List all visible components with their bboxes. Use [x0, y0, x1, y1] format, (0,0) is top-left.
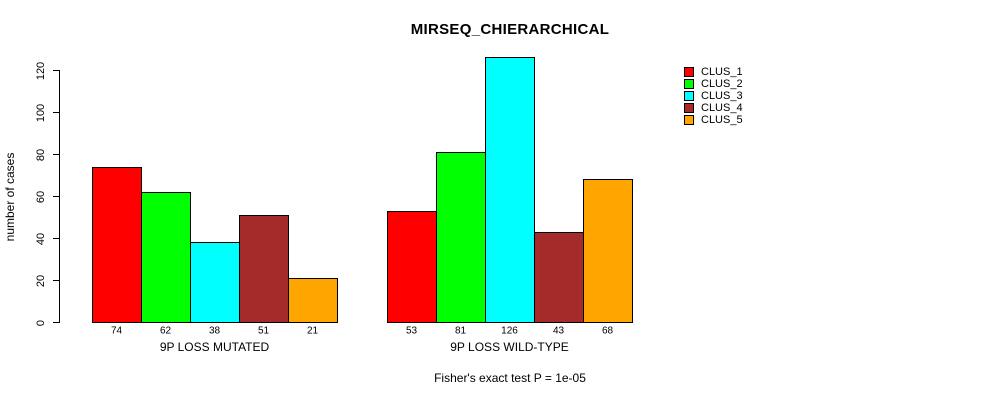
y-tick-label: 80 — [35, 148, 47, 161]
y-tick — [53, 238, 59, 239]
legend-swatch — [684, 115, 694, 125]
bar-clus_1 — [92, 166, 142, 323]
bar-clus_3 — [485, 57, 535, 323]
bar-clus_2 — [436, 151, 486, 323]
bar-clus_4 — [534, 231, 584, 323]
bar-clus_2 — [141, 191, 191, 323]
y-tick-label: 120 — [35, 61, 47, 80]
legend-swatch — [684, 103, 694, 113]
bar-value-label: 68 — [601, 325, 614, 337]
bar-clus_5 — [288, 277, 338, 323]
footnote: Fisher's exact test P = 1e-05 — [434, 371, 586, 385]
legend-swatch — [684, 67, 694, 77]
y-tick-label: 60 — [35, 190, 47, 203]
bar-value-label: 126 — [501, 325, 518, 337]
bar-clus_4 — [239, 214, 289, 323]
bar-clus_3 — [190, 242, 240, 323]
bar-value-label: 21 — [306, 325, 319, 337]
bar-value-label: 38 — [208, 325, 221, 337]
y-tick — [53, 112, 59, 113]
y-tick — [53, 280, 59, 281]
legend-label: CLUS_5 — [701, 114, 743, 126]
legend-swatch — [684, 79, 694, 89]
y-tick-label: 100 — [35, 103, 47, 122]
bar-value-label: 51 — [257, 325, 270, 337]
y-tick-label: 20 — [35, 274, 47, 287]
group-label: 9P LOSS MUTATED — [159, 340, 270, 354]
y-tick-label: 40 — [35, 232, 47, 245]
chart-title: MIRSEQ_CHIERARCHICAL — [410, 21, 610, 38]
y-tick — [53, 322, 59, 323]
legend-label: CLUS_2 — [701, 78, 743, 90]
y-tick — [53, 196, 59, 197]
bar-clus_5 — [583, 179, 633, 323]
y-tick — [53, 70, 59, 71]
y-axis-line — [59, 70, 60, 323]
group-label: 9P LOSS WILD-TYPE — [450, 340, 569, 354]
legend-label: CLUS_1 — [701, 66, 743, 78]
bar-value-label: 53 — [405, 325, 418, 337]
y-tick-label: 0 — [35, 319, 47, 326]
bar-value-label: 81 — [454, 325, 467, 337]
legend-swatch — [684, 91, 694, 101]
legend-label: CLUS_4 — [701, 102, 743, 114]
y-tick — [53, 154, 59, 155]
legend-label: CLUS_3 — [701, 90, 743, 102]
bar-clus_1 — [387, 210, 437, 323]
bar-value-label: 62 — [159, 325, 172, 337]
y-axis-label: number of cases — [3, 152, 17, 242]
bar-value-label: 43 — [552, 325, 565, 337]
bar-value-label: 74 — [110, 325, 123, 337]
